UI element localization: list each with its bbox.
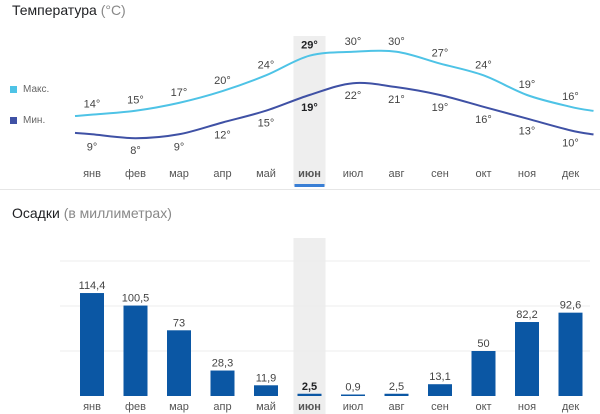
max-temp-label: 20° [214,75,231,87]
max-temp-label: 16° [562,91,579,103]
section-divider [0,189,600,190]
precip-bar [428,384,452,396]
selected-month-underline [294,184,325,187]
max-temp-label: 24° [475,59,492,71]
temp-month-label[interactable]: май [256,168,276,180]
max-temp-label: 14° [84,99,101,111]
temperature-title: Температура (°C) [12,2,126,18]
precip-value-label: 100,5 [122,293,150,305]
min-temp-label: 15° [258,118,275,130]
temp-month-label[interactable]: фев [125,168,146,180]
precip-value-label: 73 [173,317,185,329]
temp-month-label[interactable]: мар [169,168,189,180]
precip-value-label: 50 [477,338,489,350]
precip-month-label[interactable]: июл [343,401,364,413]
precip-unit-note: (в миллиметрах) [63,205,172,221]
temp-month-label[interactable]: апр [213,168,231,180]
precip-month-label[interactable]: июн [298,401,321,413]
precip-month-label[interactable]: мар [169,401,189,413]
temp-month-label[interactable]: авг [389,168,405,180]
precip-value-label: 2,5 [302,381,317,393]
min-temp-label: 22° [345,90,362,102]
legend-min-label: Мин. [23,115,46,126]
temp-month-label[interactable]: ноя [518,168,536,180]
max-temp-label: 30° [388,36,405,48]
series-line-min [74,81,594,140]
precip-value-label: 92,6 [560,300,581,312]
precip-bar [384,393,409,396]
legend-max-swatch [10,86,17,93]
precip-bar [254,385,278,396]
min-temp-label: 10° [562,137,579,149]
min-temp-label: 19° [301,102,318,114]
precip-value-label: 82,2 [516,309,537,321]
precip-month-label[interactable]: авг [389,401,405,413]
precip-value-label: 0,9 [345,382,360,394]
temperature-title-text: Температура [12,2,97,18]
precip-bar [167,330,191,396]
temp-month-label[interactable]: июл [343,168,364,180]
temperature-unit-note: (°C) [100,2,126,18]
precip-bar [123,305,148,396]
precip-value-label: 13,1 [429,371,450,383]
temp-month-label[interactable]: июн [298,168,321,180]
min-temp-label: 16° [475,114,492,126]
max-temp-label: 17° [171,87,188,99]
max-temp-label: 24° [258,59,275,71]
max-temp-label: 19° [519,79,536,91]
max-temp-label: 29° [301,40,318,52]
legend-max: Макс. [10,84,49,95]
series-line-max [74,49,594,118]
precip-title: Осадки (в миллиметрах) [12,205,172,221]
temp-month-label[interactable]: сен [431,168,449,180]
precip-month-label[interactable]: янв [83,401,101,413]
max-temp-label: 27° [432,48,449,60]
min-temp-label: 13° [519,126,536,138]
precip-month-label[interactable]: фев [125,401,146,413]
min-temp-label: 19° [432,102,449,114]
temp-month-label[interactable]: окт [475,168,491,180]
min-temp-label: 9° [87,141,98,153]
precip-month-label[interactable]: окт [475,401,491,413]
legend-min: Мин. [10,115,45,126]
temp-highlight-band [293,36,326,186]
precip-title-text: Осадки [12,205,60,221]
precip-bar [297,393,322,396]
temp-month-label[interactable]: янв [83,168,101,180]
precip-month-label[interactable]: май [256,401,276,413]
precip-value-label: 28,3 [212,358,233,370]
min-temp-label: 8° [130,145,141,157]
max-temp-label: 15° [127,95,144,107]
precip-bar [471,351,496,396]
precip-value-label: 11,9 [256,372,277,384]
precip-bar [515,322,539,396]
temp-month-label[interactable]: дек [562,168,580,180]
legend-max-label: Макс. [23,84,50,95]
precip-bar [80,293,104,396]
precip-month-label[interactable]: сен [431,401,449,413]
precip-bar [558,312,583,396]
precip-month-label[interactable]: дек [562,401,580,413]
min-temp-label: 9° [174,141,185,153]
precip-month-label[interactable]: ноя [518,401,536,413]
precip-bar [341,394,365,396]
legend-min-swatch [10,117,17,124]
precip-month-label[interactable]: апр [213,401,231,413]
min-temp-label: 21° [388,94,405,106]
precip-value-label: 114,4 [79,280,106,292]
precip-bar [210,370,235,396]
precip-value-label: 2,5 [389,381,404,393]
max-temp-label: 30° [345,36,362,48]
precip-highlight-band [293,238,326,414]
min-temp-label: 12° [214,130,231,142]
